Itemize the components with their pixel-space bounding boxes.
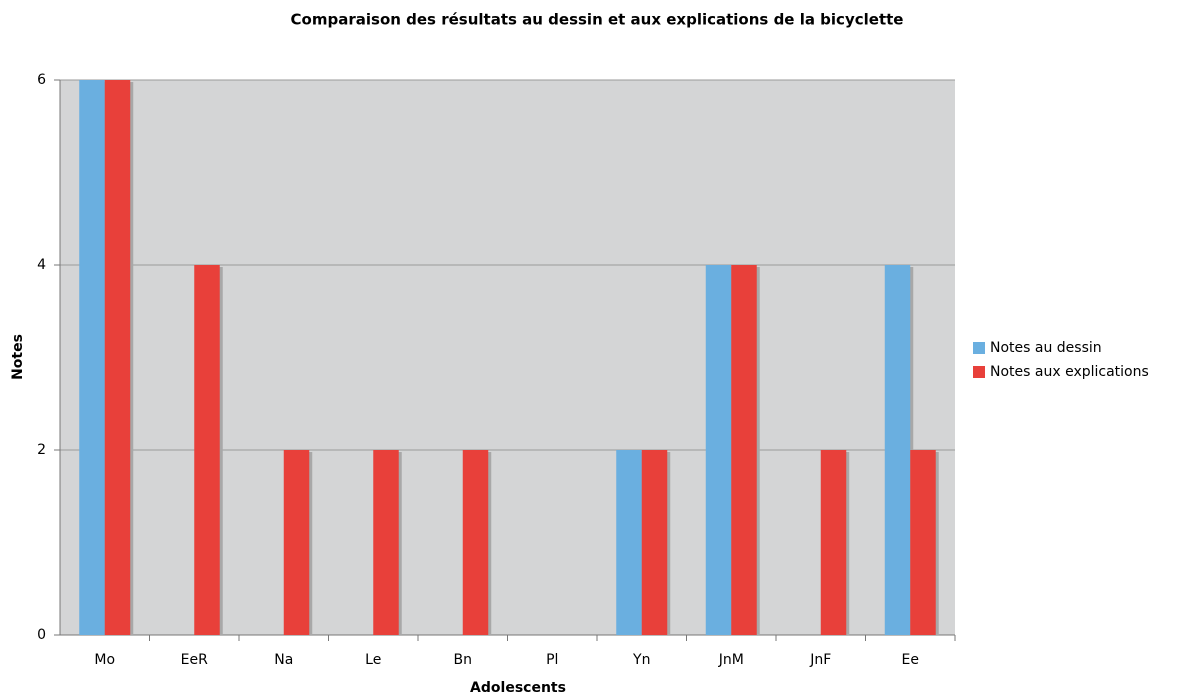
legend-swatch [973, 366, 985, 378]
legend-label: Notes au dessin [990, 340, 1102, 356]
y-tick-label: 6 [37, 72, 46, 88]
bar [616, 450, 642, 635]
x-tick-label: Na [274, 652, 293, 668]
chart-title: Comparaison des résultats au dessin et a… [291, 11, 904, 29]
x-tick-label: Pl [546, 652, 558, 668]
bar [283, 450, 310, 635]
bar [820, 450, 847, 635]
bar [104, 80, 131, 635]
bar [641, 450, 668, 635]
x-tick-label: Ee [902, 652, 919, 668]
y-axis-title: Notes [10, 334, 26, 380]
bar [731, 265, 757, 635]
legend-label: Notes aux explications [990, 364, 1149, 380]
legend-swatch [973, 342, 985, 354]
bar [194, 265, 220, 635]
bar [910, 450, 936, 635]
x-axis-title: Adolescents [470, 680, 566, 696]
bar [79, 80, 105, 635]
y-tick-label: 4 [37, 257, 46, 273]
x-tick-label: Yn [632, 652, 650, 668]
x-tick-label: JnM [718, 652, 744, 668]
bar [705, 265, 732, 635]
x-tick-label: JnF [809, 652, 831, 668]
y-tick-label: 2 [37, 442, 46, 458]
bar [462, 450, 489, 635]
x-tick-label: Le [365, 652, 381, 668]
x-tick-label: EeR [181, 652, 208, 668]
bar [884, 265, 911, 635]
x-tick-label: Mo [94, 652, 115, 668]
y-tick-label: 0 [37, 627, 46, 643]
x-tick-label: Bn [454, 652, 472, 668]
bar [373, 450, 399, 635]
